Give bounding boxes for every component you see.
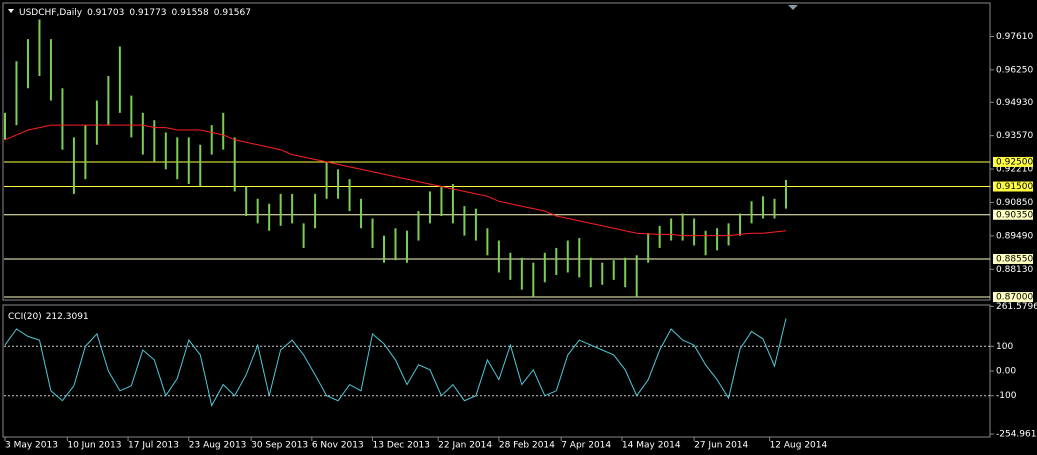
- level-label: 0.91500: [996, 182, 1033, 192]
- level-label: 0.92500: [996, 157, 1033, 167]
- moving-average: [4, 124, 787, 237]
- x-tick-label: 27 Jun 2014: [694, 441, 748, 451]
- y-tick-label: 0.88130: [996, 265, 1033, 275]
- y-tick-label: 0.96250: [996, 65, 1033, 75]
- y-tick-label: 100: [996, 342, 1013, 352]
- cci-readout: 212.3091: [46, 312, 89, 322]
- level-label: 0.88550: [996, 254, 1033, 264]
- x-tick-label: 12 Aug 2014: [770, 441, 828, 451]
- y-tick-label: 0.89490: [996, 231, 1033, 241]
- price-readout: 0.91567: [214, 8, 251, 18]
- y-tick-label: 0.92210: [996, 165, 1033, 175]
- x-tick-label: 23 Aug 2013: [189, 441, 247, 451]
- cci-title: CCI(20) 212.3091: [8, 312, 89, 322]
- shift-marker: [788, 5, 798, 10]
- x-tick-label: 3 May 2013: [5, 441, 58, 451]
- indicator: CCI(20): [8, 312, 42, 322]
- y-tick-label: -100: [996, 391, 1017, 401]
- menu-arrow[interactable]: [8, 9, 14, 13]
- y-tick-label: 0.97610: [996, 32, 1033, 42]
- y-tick-label: 0.90850: [996, 198, 1033, 208]
- symbol: USDCHF,Daily: [19, 8, 83, 18]
- level-label: 0.87000: [996, 293, 1033, 303]
- price-readout: 0.91703: [87, 8, 124, 18]
- x-tick-label: 28 Feb 2014: [499, 441, 555, 451]
- x-tick-label: 22 Jan 2014: [438, 441, 492, 451]
- cci-line: [4, 318, 787, 408]
- price-readout: 0.91558: [172, 8, 209, 18]
- level-tag: [993, 156, 1033, 167]
- x-tick-label: 30 Sep 2013: [251, 441, 308, 451]
- y-tick-label: 261.5796: [996, 302, 1037, 312]
- chart-title: USDCHF,Daily 0.91703 0.91773 0.91558 0.91567: [19, 8, 251, 18]
- level-tag: [993, 181, 1033, 192]
- cci-panel: [2, 304, 991, 438]
- y-tick-label: 0.93570: [996, 131, 1033, 141]
- level-tag: [993, 209, 1033, 220]
- level-label: 0.90350: [996, 210, 1033, 220]
- level-tag: [993, 253, 1033, 264]
- x-tick-label: 10 Jun 2013: [67, 441, 121, 451]
- x-tick-label: 6 Nov 2013: [312, 441, 364, 451]
- level-tag: [993, 292, 1033, 303]
- y-tick-label: 0.00: [996, 367, 1016, 377]
- y-tick-label: -254.9616: [996, 430, 1037, 440]
- price-readout: 0.91773: [129, 8, 166, 18]
- y-tick-label: 0.94930: [996, 98, 1033, 108]
- x-tick-label: 7 Apr 2014: [561, 441, 611, 451]
- x-tick-label: 17 Jul 2013: [128, 441, 179, 451]
- x-tick-label: 14 May 2014: [622, 441, 681, 451]
- x-tick-label: 13 Dec 2013: [373, 441, 431, 451]
- price-panel: [2, 2, 991, 301]
